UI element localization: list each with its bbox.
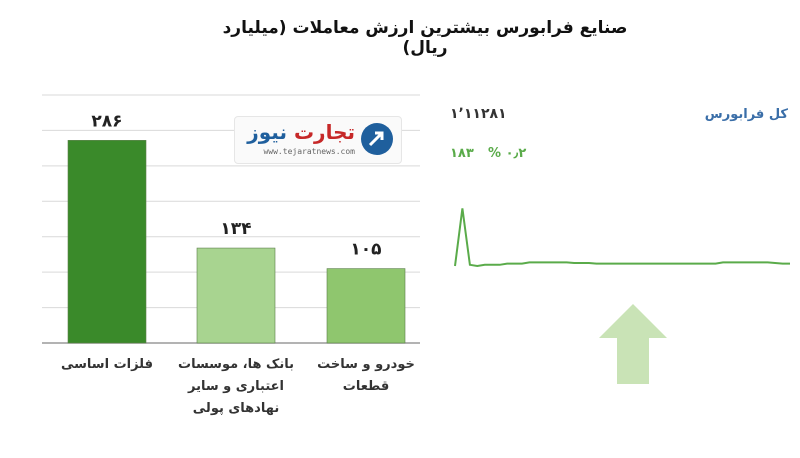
category-label: خودرو و ساخت قطعات — [317, 357, 415, 394]
index-line-series — [454, 208, 790, 268]
index-title: کل فرابورس — [704, 107, 788, 122]
tejaratnews-logo: تجارت نیوز www.tejaratnews.com — [234, 116, 402, 164]
bar — [67, 140, 147, 344]
bar-value-label: ۲۸۶ — [91, 111, 122, 131]
up-arrow-icon — [599, 304, 667, 384]
bar-value-label: ۱۰۵ — [350, 240, 381, 260]
logo-word-1: تجارت — [293, 120, 355, 144]
index-change-percent: ۰٫۲ % — [488, 146, 527, 161]
page-title: صنایع فرابورس بیشترین ارزش معاملات (میلی… — [222, 18, 628, 58]
logo-url: www.tejaratnews.com — [263, 147, 355, 156]
bar-value-label: ۱۳۴ — [220, 219, 251, 239]
bar — [326, 268, 406, 344]
bar — [196, 247, 276, 344]
logo-word-2: نیوز — [247, 120, 287, 144]
category-label: فلزات اساسی — [60, 357, 153, 372]
logo-emblem-icon — [361, 123, 393, 155]
index-change: ۱۸۳ — [450, 146, 474, 161]
index-value: ۱٬۱۱۲۸۱ — [450, 106, 507, 122]
category-label: بانک ها، موسسات اعتباری و سایر نهادهای پ… — [178, 357, 294, 416]
logo-wordmark: تجارت نیوز — [247, 120, 355, 144]
